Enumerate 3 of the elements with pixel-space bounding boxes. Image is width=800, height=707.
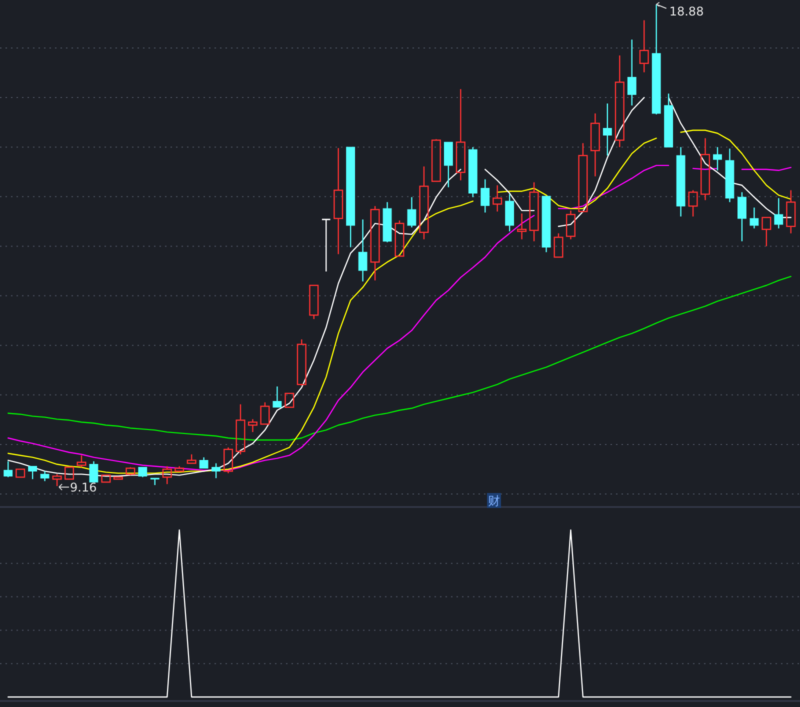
note: 财 xyxy=(487,493,501,508)
annotation: 18.88 xyxy=(669,4,704,18)
annotation: 9.16 xyxy=(70,480,97,495)
